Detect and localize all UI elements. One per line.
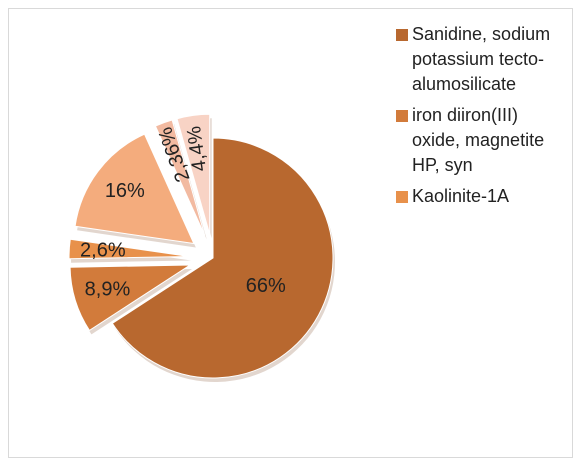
pie-slice	[176, 113, 211, 235]
pie-slice	[154, 119, 206, 236]
legend-label: iron diiron(III) oxide, magnetite HP, sy…	[412, 105, 545, 175]
pie-slice	[68, 238, 190, 260]
data-label: 2,6%	[80, 239, 126, 261]
legend-entry: Sanidine, sodium potassium tecto-alumosi…	[396, 22, 566, 97]
chart-frame	[8, 8, 573, 458]
data-label: 16%	[105, 180, 145, 202]
data-label: 8,9%	[85, 279, 131, 301]
data-label: 66%	[246, 275, 286, 297]
legend-entry: iron diiron(III) oxide, magnetite HP, sy…	[396, 103, 566, 178]
pie-slice	[69, 264, 192, 332]
pie-slice	[74, 133, 195, 245]
legend-label: Sanidine, sodium potassium tecto-alumosi…	[412, 24, 551, 94]
legend-swatch	[396, 191, 408, 203]
legend-swatch	[396, 110, 408, 122]
legend: Sanidine, sodium potassium tecto-alumosi…	[396, 22, 566, 215]
pie-slice	[111, 137, 334, 379]
legend-swatch	[396, 29, 408, 41]
legend-label: Kaolinite-1A	[412, 186, 510, 206]
legend-entry: Kaolinite-1A	[396, 184, 566, 209]
